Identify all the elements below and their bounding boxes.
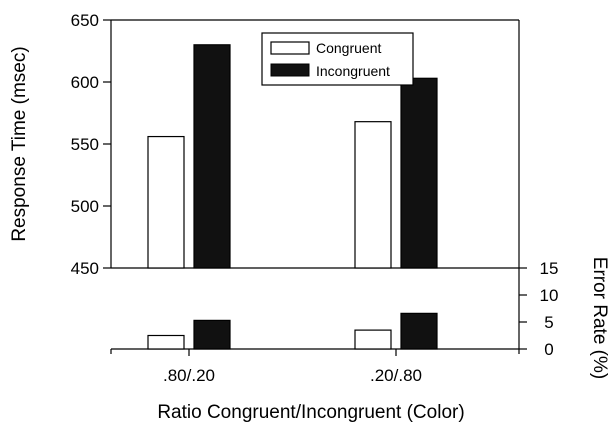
y-axis-title-error-rate: Error Rate (%) xyxy=(589,257,610,379)
y-tick-label-response-time: 600 xyxy=(71,73,99,92)
legend-label-congruent: Congruent xyxy=(316,40,381,56)
bars xyxy=(147,44,438,350)
bar-error-rate-congruent-1 xyxy=(147,334,185,350)
y-tick-label-error-rate: 15 xyxy=(540,259,559,278)
x-tick-label: .20/.80 xyxy=(370,366,422,385)
ticks: 450 500 550 600 650 0 5 10 15 .80/.20 .20/.80 xyxy=(71,11,559,385)
bar-response-time-incongruent-2 xyxy=(400,77,438,269)
bar-response-time-congruent-1 xyxy=(147,135,185,269)
legend-swatch-congruent xyxy=(270,41,310,55)
legend-swatch-incongruent xyxy=(270,63,310,77)
y-tick-label-response-time: 500 xyxy=(71,197,99,216)
bar-response-time-congruent-2 xyxy=(354,121,392,269)
y-tick-label-error-rate: 0 xyxy=(544,340,553,359)
legend: Congruent Incongruent xyxy=(261,32,414,86)
y-tick-label-response-time: 550 xyxy=(71,135,99,154)
y-axis-title-response-time: Response Time (msec) xyxy=(9,46,30,241)
bar-error-rate-incongruent-2 xyxy=(400,312,438,350)
x-tick-label: .80/.20 xyxy=(163,366,215,385)
legend-label-incongruent: Incongruent xyxy=(316,63,390,79)
y-tick-label-response-time: 450 xyxy=(71,259,99,278)
bar-response-time-incongruent-1 xyxy=(193,44,231,269)
y-tick-label-error-rate: 10 xyxy=(540,286,559,305)
bar-error-rate-congruent-2 xyxy=(354,329,392,350)
x-axis-title: Ratio Congruent/Incongruent (Color) xyxy=(157,402,464,423)
y-tick-label-response-time: 650 xyxy=(71,11,99,30)
bar-error-rate-incongruent-1 xyxy=(193,319,231,350)
y-tick-label-error-rate: 5 xyxy=(544,313,553,332)
